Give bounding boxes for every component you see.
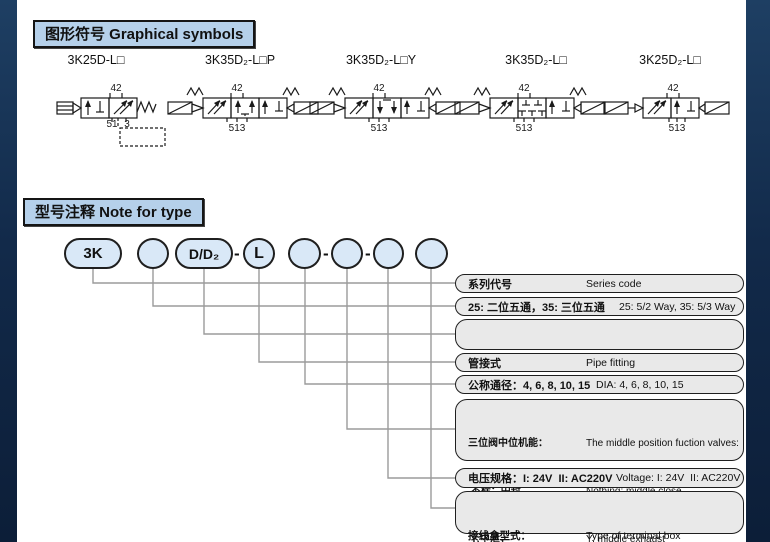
note-for-type-header: 型号注释 Note for type — [23, 198, 204, 226]
note-box-way-type: 25: 二位五通，35: 三位五通 25: 5/2 Way, 35: 5/3 W… — [455, 297, 744, 316]
solenoid-icon — [56, 101, 83, 115]
solenoid-icon — [167, 101, 205, 115]
code-part-terminal-circle — [415, 238, 448, 269]
note-en: 25: 5/2 Way, 35: 5/3 Way — [619, 300, 736, 313]
code-part-series: 3K — [64, 238, 122, 269]
note-en: DIA: 4, 6, 8, 10, 15 — [596, 378, 684, 391]
valve1-bottom-ports-51: 51 — [106, 119, 118, 130]
code-part-voltage-circle — [373, 238, 404, 269]
valve-schematic-5: 42 513 — [603, 83, 730, 134]
note-cn: 管接式 — [468, 357, 501, 370]
valve2-bottom-ports-label: 513 — [229, 123, 246, 134]
solenoid-icon — [572, 101, 606, 115]
spring-icon — [424, 86, 442, 97]
valve2-top-ports-label: 42 — [231, 83, 243, 94]
valve-body — [344, 97, 430, 119]
spring-icon — [136, 100, 157, 114]
note-cn-line: 接线盒型式： — [468, 530, 531, 542]
valve-schematic-3: 42 513 — [309, 83, 461, 134]
note-box-series-code: 系列代号 Series code — [455, 274, 744, 293]
note-box-pipe-fitting: 管接式 Pipe fitting — [455, 353, 744, 372]
valve-title-4: 3K35D₂-L□ — [505, 53, 567, 67]
valve1-top-ports-label: 42 — [110, 83, 122, 94]
spring-icon — [328, 86, 346, 97]
note-en: Voltage: I: 24V II: AC220V — [616, 472, 741, 484]
solenoid-icon — [697, 101, 730, 115]
valve-schematic-1: 42 51 3 — [56, 83, 166, 147]
valve5-top-ports-label: 42 — [667, 83, 679, 94]
note-box-terminal-box: 接线盒型式： D: 导线型: 不标: 小型接线盒型 Type of termin… — [455, 491, 744, 542]
valve-body — [642, 97, 700, 119]
connector-lines — [92, 269, 456, 509]
note-en: Pipe fitting — [586, 356, 636, 369]
valve-title-1: 3K25D-L□ — [67, 53, 125, 67]
valve-title-3: 3K35D₂-L□Y — [345, 53, 417, 67]
note-box-voltage: 电压规格：I: 24V II: AC220V Voltage: I: 24V I… — [455, 468, 744, 488]
graphical-symbols-header: 图形符号 Graphical symbols — [33, 20, 256, 48]
valve3-top-ports-label: 42 — [373, 83, 385, 94]
note-en-line: Type of terminal box — [586, 530, 681, 542]
valve-schematic-2: 42 513 — [167, 83, 319, 134]
code-part-dia-circle — [288, 238, 321, 269]
note-box-middle-position: 三位阀中位机能： 不标：中封， Y:中泄， P:中压， 二位阀不标 The mi… — [455, 399, 744, 542]
graphical-symbols-header-label: 图形符号 Graphical symbols — [45, 26, 244, 43]
valve-title-2: 3K35D₂-L□P — [204, 53, 276, 67]
valve1-bottom-ports-3: 3 — [124, 119, 130, 130]
valve-body — [489, 97, 575, 119]
code-dash-3: - — [365, 244, 371, 263]
note-cn: 系列代号 — [468, 278, 512, 291]
solenoid-icon — [285, 101, 319, 115]
valve-body — [80, 97, 138, 119]
note-box-solenoid-type: D: 单电控, D₂: 双电控 D: Single solenoid, D₂: … — [455, 319, 744, 420]
dashed-accessory-box — [119, 127, 166, 147]
spring-icon — [569, 86, 587, 97]
valve4-top-ports-label: 42 — [518, 83, 530, 94]
note-en-line: Y: middle exhaust — [586, 533, 665, 542]
solenoid-icon — [603, 101, 645, 115]
solenoid-icon — [309, 101, 347, 115]
note-cn: 25: 二位五通，35: 三位五通 — [468, 301, 605, 314]
valve4-bottom-ports-label: 513 — [516, 123, 533, 134]
note-cn-line: Y:中泄， — [468, 533, 510, 542]
spring-icon — [282, 86, 300, 97]
note-cn: 公称通径：4, 6, 8, 10, 15 — [468, 379, 591, 392]
code-part-solenoid: D/D₂ — [175, 238, 233, 269]
valve-title-5: 3K25D₂-L□ — [639, 53, 701, 67]
valve-schematic-4: 42 513 — [454, 83, 606, 134]
valve3-bottom-ports-label: 513 — [371, 123, 388, 134]
spring-icon — [186, 86, 204, 97]
solenoid-icon — [427, 101, 461, 115]
code-dash-1: - — [234, 244, 240, 263]
valve-body — [202, 97, 288, 119]
note-en-column: Type of terminal box D:Terminal box with… — [586, 494, 725, 542]
spring-icon — [473, 86, 491, 97]
note-en: Series code — [586, 277, 642, 290]
code-dash-2: - — [323, 244, 329, 263]
code-part-way-circle — [137, 238, 169, 269]
note-for-type-header-label: 型号注释 Note for type — [35, 204, 192, 221]
note-box-diameter: 公称通径：4, 6, 8, 10, 15 DIA: 4, 6, 8, 10, 1… — [455, 375, 744, 394]
code-part-pipe: L — [243, 238, 275, 269]
note-cn-line: 三位阀中位机能： — [468, 438, 548, 449]
note-cn: 电压规格：I: 24V II: AC220V — [468, 473, 613, 485]
valve5-bottom-ports-label: 513 — [669, 123, 686, 134]
right-border-bar — [746, 0, 770, 542]
note-cn-column: 接线盒型式： D: 导线型: 不标: 小型接线盒型 — [468, 494, 558, 542]
left-border-bar — [0, 0, 17, 542]
solenoid-icon — [454, 101, 492, 115]
code-part-middle-circle — [331, 238, 363, 269]
note-en-line: The middle position fuction valves: — [586, 438, 739, 449]
